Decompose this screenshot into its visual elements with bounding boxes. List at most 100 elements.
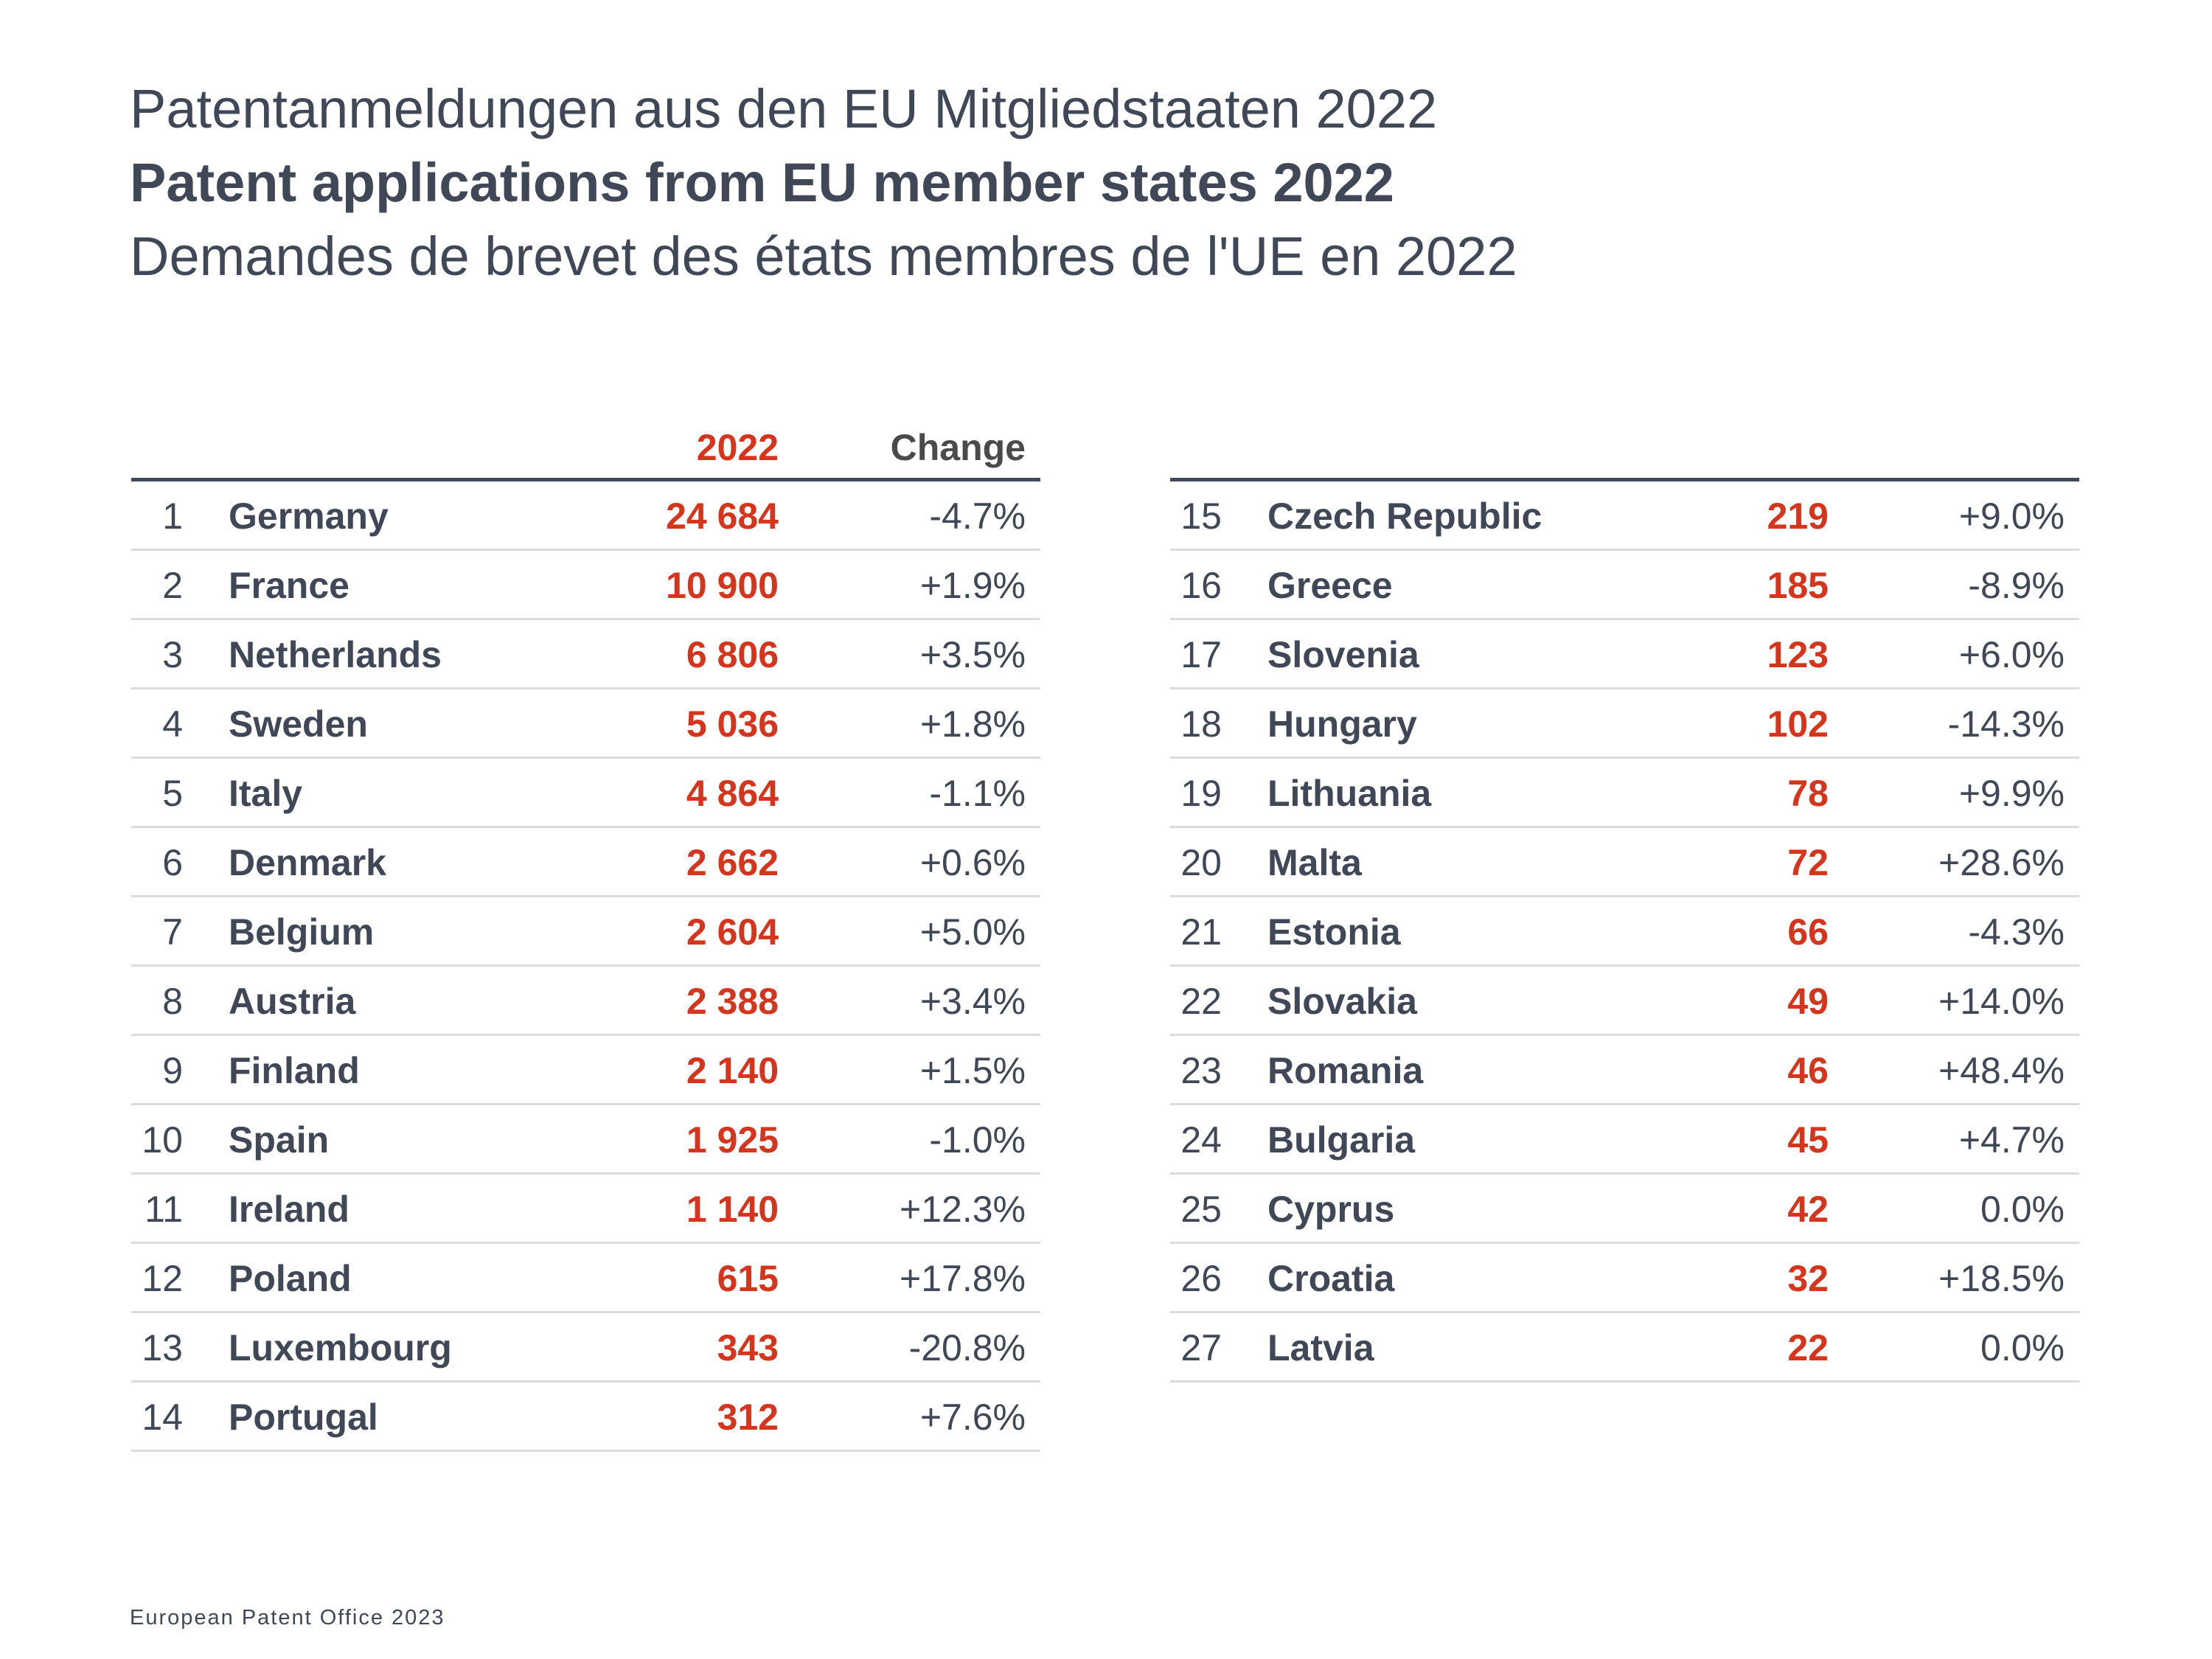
rank-cell: 22: [1180, 981, 1222, 1022]
country-cell: France: [229, 565, 349, 606]
value-cell: 343: [717, 1327, 779, 1368]
change-cell: -1.0%: [929, 1119, 1026, 1161]
rank-cell: 25: [1180, 1189, 1222, 1230]
change-cell: -1.1%: [929, 773, 1026, 814]
country-cell: Italy: [229, 773, 303, 814]
country-cell: Greece: [1267, 565, 1393, 606]
change-cell: +5.0%: [919, 911, 1026, 953]
country-cell: Malta: [1267, 842, 1362, 883]
value-cell: 22: [1787, 1327, 1829, 1368]
change-cell: +0.6%: [919, 842, 1026, 883]
value-cell: 46: [1787, 1050, 1829, 1091]
table-row: 2 France 10 900 +1.9%: [131, 551, 1040, 620]
value-cell: 123: [1767, 634, 1829, 675]
country-cell: Cyprus: [1267, 1189, 1395, 1230]
header-year: 2022: [696, 427, 779, 468]
country-cell: Latvia: [1267, 1327, 1374, 1368]
change-cell: -20.8%: [908, 1327, 1026, 1368]
value-cell: 219: [1767, 495, 1829, 537]
country-cell: Lithuania: [1267, 773, 1432, 814]
rank-cell: 4: [162, 703, 183, 745]
rank-cell: 5: [162, 773, 183, 814]
value-cell: 24 684: [666, 495, 779, 537]
rank-cell: 2: [162, 565, 183, 606]
value-cell: 1 925: [686, 1119, 779, 1161]
value-cell: 2 388: [686, 981, 779, 1022]
country-cell: Czech Republic: [1267, 495, 1543, 537]
header-change: Change: [890, 427, 1026, 468]
value-cell: 78: [1787, 773, 1829, 814]
rank-cell: 8: [162, 981, 183, 1022]
table-row: 26 Croatia 32 +18.5%: [1170, 1244, 2079, 1313]
country-cell: Denmark: [229, 842, 386, 883]
title-block: Patentanmeldungen aus den EU Mitgliedsta…: [130, 72, 1517, 293]
change-cell: +4.7%: [1958, 1119, 2065, 1161]
change-cell: -8.9%: [1968, 565, 2065, 606]
value-cell: 45: [1787, 1119, 1829, 1161]
change-cell: +3.5%: [919, 634, 1026, 675]
table-row: 21 Estonia 66 -4.3%: [1170, 897, 2079, 967]
country-cell: Luxembourg: [229, 1327, 452, 1368]
rank-cell: 17: [1180, 634, 1222, 675]
value-cell: 10 900: [666, 565, 779, 606]
change-cell: +7.6%: [919, 1397, 1026, 1438]
change-cell: -14.3%: [1947, 703, 2065, 745]
table-row: 14 Portugal 312 +7.6%: [131, 1382, 1040, 1452]
value-cell: 4 864: [686, 773, 779, 814]
rank-cell: 16: [1180, 565, 1222, 606]
value-cell: 2 140: [686, 1050, 779, 1091]
country-cell: Romania: [1267, 1050, 1424, 1091]
table-row: 23 Romania 46 +48.4%: [1170, 1036, 2079, 1105]
title-french: Demandes de brevet des états membres de …: [130, 226, 1517, 287]
table-right: 15 Czech Republic 219 +9.0% 16 Greece 185 -8.9%…: [1170, 413, 2079, 1382]
value-cell: 49: [1787, 981, 1829, 1022]
country-cell: Germany: [229, 495, 389, 537]
country-cell: Netherlands: [229, 634, 442, 675]
value-cell: 42: [1787, 1189, 1829, 1230]
value-cell: 6 806: [686, 634, 779, 675]
country-cell: Croatia: [1267, 1258, 1395, 1299]
change-cell: +1.5%: [919, 1050, 1026, 1091]
rank-cell: 23: [1180, 1050, 1222, 1091]
country-cell: Ireland: [229, 1189, 349, 1230]
table-row: 10 Spain 1 925 -1.0%: [131, 1105, 1040, 1175]
value-cell: 2 604: [686, 911, 779, 953]
country-cell: Bulgaria: [1267, 1119, 1416, 1161]
rank-cell: 11: [145, 1189, 183, 1230]
change-cell: +1.9%: [919, 565, 1026, 606]
table-row: 13 Luxembourg 343 -20.8%: [131, 1313, 1040, 1382]
change-cell: +6.0%: [1958, 634, 2065, 675]
change-cell: +17.8%: [900, 1258, 1026, 1299]
table-row: 12 Poland 615 +17.8%: [131, 1244, 1040, 1313]
table-left: 2022 Change 1 Germany 24 684 -4.7% 2 France 10…: [131, 413, 1040, 1452]
rank-cell: 15: [1180, 495, 1222, 537]
rank-cell: 13: [142, 1327, 183, 1368]
table-row: 24 Bulgaria 45 +4.7%: [1170, 1105, 2079, 1175]
rank-cell: 24: [1180, 1119, 1222, 1161]
table-row: 19 Lithuania 78 +9.9%: [1170, 759, 2079, 828]
rank-cell: 14: [142, 1397, 183, 1438]
table-row: 20 Malta 72 +28.6%: [1170, 828, 2079, 897]
country-cell: Slovakia: [1267, 981, 1417, 1022]
change-cell: +28.6%: [1938, 842, 2065, 883]
value-cell: 102: [1767, 703, 1829, 745]
rank-cell: 7: [162, 911, 183, 953]
change-cell: -4.7%: [929, 495, 1026, 537]
rank-cell: 27: [1180, 1327, 1222, 1368]
change-cell: +18.5%: [1938, 1258, 2065, 1299]
title-german: Patentanmeldungen aus den EU Mitgliedsta…: [130, 78, 1438, 139]
table-row: 8 Austria 2 388 +3.4%: [131, 967, 1040, 1036]
change-cell: +48.4%: [1938, 1050, 2065, 1091]
title-english: Patent applications from EU member state…: [130, 152, 1394, 213]
table-row: 4 Sweden 5 036 +1.8%: [131, 689, 1040, 759]
value-cell: 66: [1787, 911, 1829, 953]
rank-cell: 6: [162, 842, 183, 883]
country-cell: Portugal: [229, 1397, 378, 1438]
change-cell: +12.3%: [900, 1189, 1026, 1230]
change-cell: +9.9%: [1958, 773, 2065, 814]
table-row: 5 Italy 4 864 -1.1%: [131, 759, 1040, 828]
country-cell: Spain: [229, 1119, 330, 1161]
table-header: 2022 Change: [131, 413, 1040, 481]
rank-cell: 10: [142, 1119, 183, 1161]
value-cell: 615: [717, 1258, 779, 1299]
